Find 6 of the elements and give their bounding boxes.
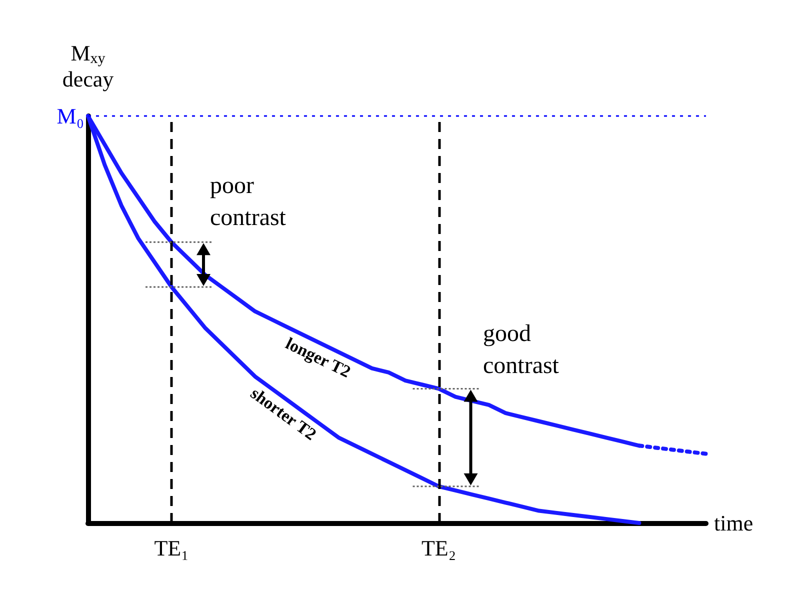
x-axis-title: time (714, 510, 754, 536)
ref-line-label: M₀ (56, 104, 84, 128)
x-tick-label: TE₁ (154, 536, 189, 560)
annotation: good contrast (483, 321, 560, 379)
annotation: poor contrast (210, 173, 286, 231)
x-tick-label: TE₂ (421, 536, 456, 560)
